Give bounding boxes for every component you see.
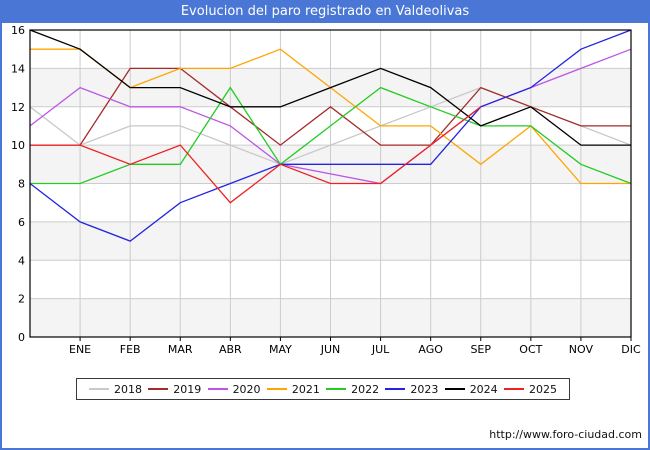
footer-url[interactable]: http://www.foro-ciudad.com [489, 428, 642, 441]
y-tick-label: 8 [18, 178, 25, 191]
x-tick-label: MAR [168, 343, 193, 356]
legend-swatch-2023 [385, 388, 406, 390]
legend-swatch-2018 [89, 388, 109, 390]
legend-label: 2022 [351, 382, 380, 396]
series-line-2025 [30, 106, 482, 204]
series-line-2024 [29, 29, 631, 146]
legend-swatch-2021 [266, 388, 287, 390]
legend-swatch-2019 [148, 388, 169, 390]
legend-label: 2021 [291, 382, 320, 396]
legend-item-2020: 2020 [207, 382, 261, 396]
series-line-2023 [29, 29, 632, 242]
y-tick-label: 6 [18, 216, 25, 229]
x-tick-label: FEB [120, 343, 141, 356]
x-tick-label: DIC [621, 343, 641, 356]
series-lines [29, 29, 632, 242]
legend-label: 2023 [410, 382, 439, 396]
y-tick-label: 0 [18, 331, 25, 344]
legend-label: 2018 [114, 382, 142, 396]
legend-label: 2025 [528, 382, 557, 396]
y-tick-label: 16 [11, 24, 25, 37]
legend-swatch-2025 [503, 388, 524, 390]
x-tick-label: AGO [418, 343, 443, 356]
page-title: Evolucion del paro registrado en Valdeol… [0, 0, 650, 23]
legend-swatch-2022 [326, 388, 347, 390]
y-tick-label: 4 [18, 254, 25, 267]
legend-item-2023: 2023 [385, 383, 438, 396]
legend-label: 2019 [173, 382, 202, 396]
legend-label: 2020 [232, 382, 261, 396]
y-tick-label: 14 [11, 62, 25, 75]
x-axis-labels: ENE FEB MAR ABR MAY JUN JUL AGO SEP OCT NOV DIC [69, 343, 641, 356]
legend-label: 2024 [469, 382, 498, 396]
legend-item-2024: 2024 [444, 382, 498, 396]
x-tick-label: ABR [219, 343, 242, 356]
legend-item-2019: 2019 [148, 383, 201, 396]
y-tick-label: 2 [18, 293, 25, 306]
legend-item-2018: 2018 [89, 383, 142, 396]
x-tick-label: NOV [569, 343, 594, 356]
legend: 2018 2019 2020 2021 2022 2023 2024 2025 [76, 378, 570, 400]
x-tick-label: OCT [519, 343, 542, 356]
x-tick-label: ENE [69, 343, 91, 356]
legend-item-2021: 2021 [266, 382, 320, 396]
legend-swatch-2024 [444, 388, 465, 390]
x-tick-label: SEP [470, 343, 491, 356]
legend-item-2025: 2025 [503, 382, 557, 396]
x-tick-label: MAY [269, 343, 292, 356]
y-axis-labels: 0 2 4 6 8 10 12 14 16 [11, 24, 25, 344]
x-tick-label: JUN [320, 343, 341, 356]
legend-swatch-2020 [207, 388, 228, 390]
x-tick-label: JUL [371, 343, 390, 356]
y-tick-label: 12 [11, 101, 25, 114]
x-axis-ticks [79, 337, 632, 341]
legend-item-2022: 2022 [326, 383, 379, 396]
y-tick-label: 10 [11, 139, 25, 152]
